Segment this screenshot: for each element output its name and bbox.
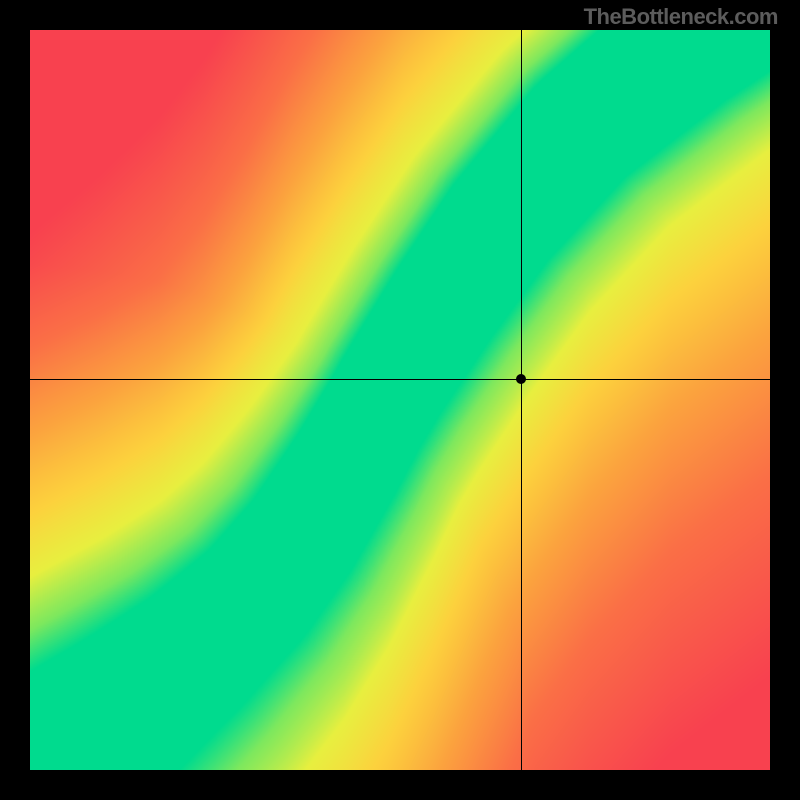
watermark-text: TheBottleneck.com xyxy=(584,4,778,30)
chart-container: TheBottleneck.com xyxy=(0,0,800,800)
crosshair-vertical xyxy=(521,30,522,770)
selected-point-marker xyxy=(516,374,526,384)
crosshair-horizontal xyxy=(30,379,770,380)
bottleneck-heatmap xyxy=(30,30,770,770)
